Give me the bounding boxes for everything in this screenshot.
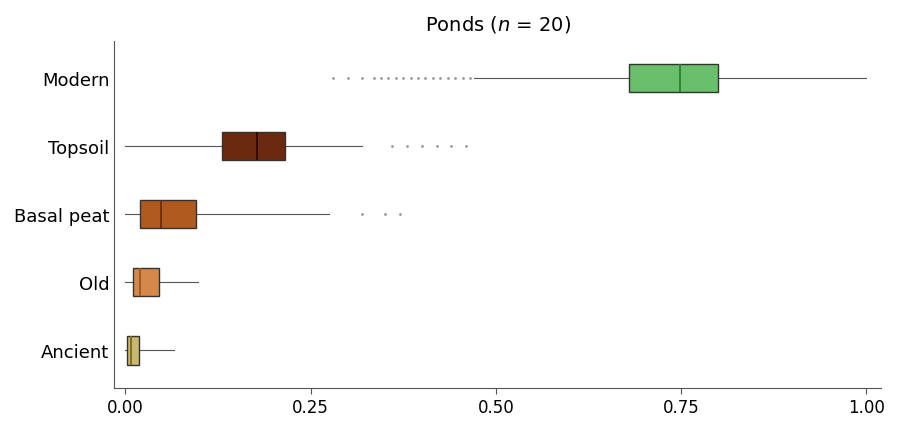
FancyBboxPatch shape — [629, 64, 718, 93]
FancyBboxPatch shape — [133, 268, 159, 297]
FancyBboxPatch shape — [140, 200, 196, 229]
Title: Ponds ($\mathit{n}$ = 20): Ponds ($\mathit{n}$ = 20) — [425, 14, 571, 35]
FancyBboxPatch shape — [221, 132, 284, 161]
FancyBboxPatch shape — [127, 336, 139, 365]
